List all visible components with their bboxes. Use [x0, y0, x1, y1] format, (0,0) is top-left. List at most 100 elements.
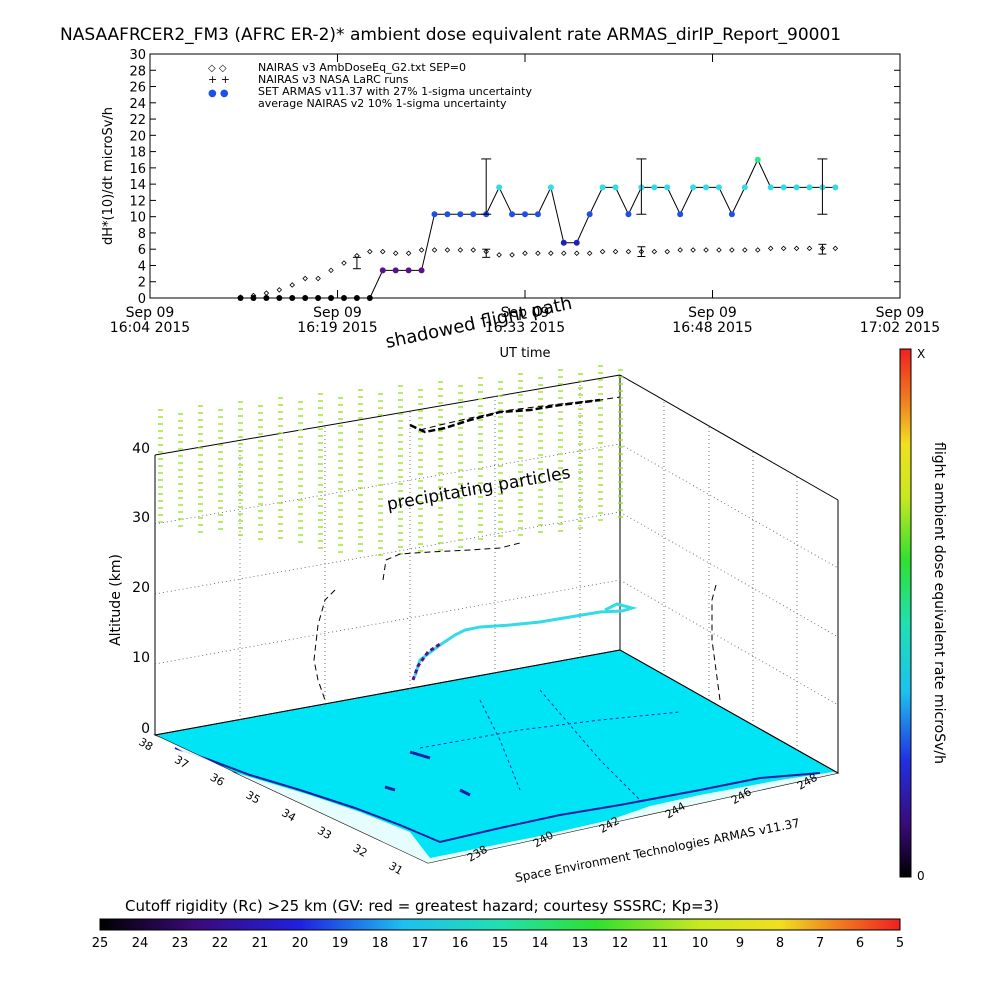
nairas-point	[561, 250, 567, 257]
cutoff-rigidity-tick-label: 13	[572, 936, 589, 951]
x-tick-label-time: 16:33 2015	[485, 320, 565, 336]
armas-point	[470, 211, 477, 218]
armas-point	[276, 295, 283, 301]
latitude-axis: 38 37 36 35 34 33 32 31	[137, 735, 406, 877]
cutoff-rigidity-tick-label: 9	[736, 936, 744, 951]
altitude-axis-label: Altitude (km)	[108, 554, 124, 646]
latitude-tick-label: 38	[137, 735, 156, 753]
box-frame	[154, 374, 839, 774]
armas-point	[625, 211, 632, 218]
cutoff-rigidity-tick-label: 12	[612, 936, 629, 951]
armas-line	[240, 158, 836, 299]
land-region	[155, 735, 838, 863]
y-tick-label: 16	[129, 162, 146, 177]
legend-marker-armas: ● ●	[208, 88, 229, 99]
nairas-point	[367, 248, 373, 255]
armas-point	[573, 239, 580, 246]
colorbar-top-label: X	[917, 347, 925, 361]
armas-point	[237, 295, 244, 301]
altitude-tick-label: 0	[141, 721, 150, 737]
armas-point	[715, 184, 722, 191]
nairas-point	[379, 248, 386, 255]
nairas-point	[315, 275, 321, 282]
armas-point	[509, 211, 516, 218]
armas-point	[741, 184, 748, 191]
legend-marker-nairas-larc: + +	[208, 73, 230, 86]
latitude-tick-label: 34	[279, 806, 298, 824]
nairas-point	[263, 290, 270, 296]
y-tick-label: 22	[129, 113, 146, 128]
armas-point	[366, 295, 373, 301]
latitude-tick-label: 33	[315, 824, 334, 842]
colorbar-title: flight ambient dose equivalent rate micr…	[931, 442, 947, 764]
armas-point	[560, 239, 567, 246]
armas-point	[263, 295, 270, 301]
armas-point	[496, 184, 503, 191]
x-tick-label-time: 16:48 2015	[672, 320, 752, 336]
y-tick-label: 4	[138, 259, 146, 274]
armas-point	[677, 211, 684, 218]
y-tick-label: 20	[129, 129, 146, 144]
x-tick-label-date: Sep 09	[501, 305, 550, 321]
nairas-point	[276, 287, 283, 293]
nairas-point	[599, 248, 606, 255]
cutoff-rigidity-tick-label: 25	[92, 936, 109, 951]
legend-label-nairas-v3: NAIRAS v3 AmbDoseEq_G2.txt SEP=0	[258, 61, 466, 74]
nairas-point	[677, 247, 683, 253]
nairas-point	[341, 260, 347, 266]
nairas-point	[289, 282, 296, 288]
nairas-point	[392, 250, 399, 257]
y-axis-label: dH*(10)/dt microSv/h	[101, 107, 116, 245]
nairas-point	[651, 248, 658, 255]
y-tick-label: 30	[129, 48, 146, 63]
nairas-point	[431, 247, 438, 253]
armas-point	[586, 211, 593, 218]
armas-point	[444, 211, 451, 218]
armas-point	[547, 184, 554, 191]
armas-point	[534, 211, 541, 218]
nairas-point	[418, 247, 425, 253]
nairas-point	[729, 247, 735, 253]
flight-path-climb	[411, 642, 441, 681]
armas-point	[340, 295, 347, 301]
cutoff-rigidity-tick-label: 16	[452, 936, 469, 951]
armas-point	[250, 295, 257, 301]
y-tick-label: 2	[138, 276, 146, 291]
nairas-point	[470, 247, 477, 253]
legend-label-nairas-larc: NAIRAS v3 NASA LaRC runs	[258, 73, 409, 86]
cutoff-rigidity-tick-label: 21	[252, 936, 269, 951]
altitude-tick-label: 10	[132, 650, 150, 666]
altitude-tick-label: 40	[132, 441, 150, 457]
armas-point	[418, 267, 425, 274]
y-tick-label: 28	[129, 64, 146, 79]
series-nairas-v3	[237, 245, 839, 300]
armas-point	[431, 211, 438, 218]
cutoff-rigidity-tick-label: 24	[132, 936, 149, 951]
armas-point	[405, 267, 412, 274]
error-bars	[352, 158, 828, 270]
y-tick-label: 14	[129, 178, 146, 193]
latitude-tick-label: 35	[244, 788, 263, 806]
nairas-point	[496, 252, 502, 258]
nairas-point	[328, 267, 334, 274]
nairas-point	[703, 247, 709, 253]
nairas-point	[754, 247, 761, 253]
y-tick-label: 12	[129, 194, 146, 209]
nairas-point	[444, 247, 451, 253]
armas-point	[289, 295, 296, 301]
y-tick-label: 10	[129, 211, 146, 226]
armas-point	[302, 295, 309, 301]
cutoff-rigidity-tick-label: 15	[492, 936, 509, 951]
armas-point	[651, 184, 658, 191]
cutoff-rigidity-tick-label: 8	[776, 936, 784, 951]
armas-point	[728, 211, 735, 218]
armas-point	[599, 184, 606, 191]
latitude-tick-label: 32	[351, 842, 370, 860]
cutoff-rigidity-tick-label: 19	[332, 936, 349, 951]
x-tick-label-date: Sep 09	[688, 305, 737, 321]
x-axis-label: UT time	[500, 346, 551, 361]
